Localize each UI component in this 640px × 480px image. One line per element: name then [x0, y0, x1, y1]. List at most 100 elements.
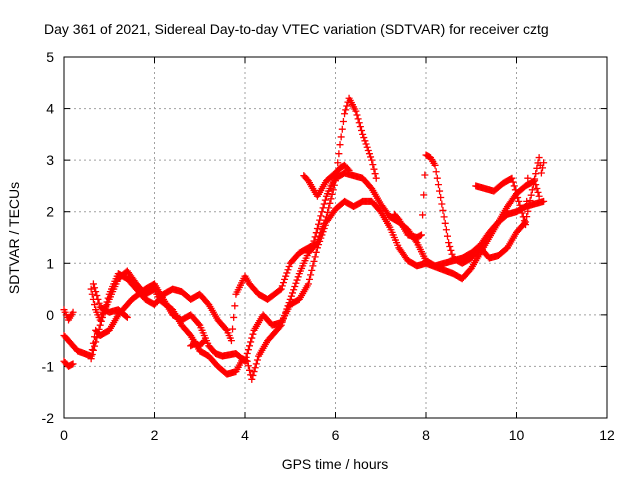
data-point-interp	[222, 325, 230, 333]
data-point	[345, 166, 353, 174]
data-point-interp	[361, 137, 369, 145]
data-point-interp	[370, 165, 378, 173]
data-point-interp	[365, 150, 373, 158]
data-point-interp	[247, 338, 255, 346]
x-tick-label: 6	[332, 427, 340, 443]
data-point-interp	[369, 161, 377, 169]
data-point-interp	[338, 125, 346, 133]
chart-title: Day 361 of 2021, Sidereal Day-to-day VTE…	[44, 21, 549, 37]
data-point-interp	[514, 194, 522, 202]
data-point	[309, 241, 317, 249]
data-point-interp	[283, 269, 291, 277]
data-point-interp	[103, 298, 111, 306]
data-point-interp	[510, 182, 518, 190]
data-point	[431, 161, 439, 169]
data-point-interp	[432, 168, 440, 176]
data-point-interp	[509, 178, 517, 186]
data-point-interp	[249, 371, 257, 379]
data-point	[87, 355, 95, 363]
data-point-interp	[515, 197, 523, 205]
x-tick-label: 10	[509, 427, 525, 443]
data-point-interp	[307, 271, 315, 279]
data-point-interp	[518, 209, 526, 217]
data-point-interp	[447, 246, 455, 254]
data-point-interp	[251, 364, 259, 372]
data-point-interp	[279, 279, 287, 287]
data-point-interp	[289, 289, 297, 297]
data-point-interp	[310, 237, 318, 245]
data-point-interp	[248, 334, 256, 342]
data-point-interp	[310, 257, 318, 265]
y-tick-label: 3	[46, 152, 54, 168]
data-point-interp	[353, 111, 361, 119]
data-point-interp	[355, 119, 363, 127]
data-point-interp	[421, 171, 429, 179]
data-point-interp	[229, 325, 237, 333]
data-point-interp	[287, 292, 295, 300]
data-point-interp	[327, 195, 335, 203]
data-point-interp	[539, 164, 547, 172]
x-axis-label: GPS time / hours	[282, 456, 389, 472]
data-point-interp	[244, 346, 252, 354]
data-point-interp	[519, 213, 527, 221]
data-point-interp	[358, 126, 366, 134]
data-point-interp	[420, 191, 428, 199]
data-point-interp	[362, 140, 370, 148]
y-tick-label: 0	[46, 307, 54, 323]
data-point	[200, 337, 208, 345]
y-tick-label: 1	[46, 255, 54, 271]
x-tick-label: 2	[151, 427, 159, 443]
data-point	[69, 308, 77, 316]
data-point-interp	[305, 275, 313, 283]
data-point	[522, 221, 530, 229]
data-point-interp	[294, 273, 302, 281]
data-point-interp	[253, 356, 261, 364]
data-point-interp	[312, 248, 320, 256]
data-point-interp	[360, 134, 368, 142]
data-point-interp	[531, 175, 539, 183]
data-point-interp	[95, 325, 103, 333]
data-point-interp	[528, 186, 536, 194]
data-point-interp	[339, 117, 347, 125]
data-point-interp	[443, 232, 451, 240]
data-point-interp	[367, 153, 375, 161]
data-point-interp	[317, 234, 325, 242]
data-point-interp	[516, 201, 524, 209]
data-point-interp	[524, 207, 532, 215]
data-point-interp	[335, 150, 343, 158]
data-point	[123, 313, 131, 321]
data-point-interp	[244, 362, 252, 370]
data-point-interp	[276, 286, 284, 294]
data-point-interp	[91, 301, 99, 309]
y-tick-label: -2	[42, 410, 55, 426]
data-point	[372, 174, 380, 182]
data-point-interp	[313, 224, 321, 232]
data-point-interp	[95, 299, 103, 307]
data-point-interp	[320, 224, 328, 232]
data-point	[352, 107, 360, 115]
data-point-interp	[364, 146, 372, 154]
data-point-interp	[343, 102, 351, 110]
data-point-interp	[89, 346, 97, 354]
y-tick-label: -1	[42, 358, 55, 374]
data-point	[248, 375, 256, 383]
x-tick-label: 8	[422, 427, 430, 443]
data-point-interp	[446, 243, 454, 251]
data-point-interp	[363, 143, 371, 151]
data-point-interp	[311, 233, 319, 241]
y-tick-label: 5	[46, 49, 54, 65]
data-point-interp	[93, 334, 101, 342]
data-point-interp	[438, 200, 446, 208]
data-point-interp	[94, 330, 102, 338]
data-point-interp	[104, 294, 112, 302]
data-point-interp	[442, 226, 450, 234]
data-point	[69, 360, 77, 368]
data-point-interp	[520, 217, 528, 225]
data-point	[313, 244, 321, 252]
data-point-interp	[242, 353, 250, 361]
data-point-interp	[98, 313, 106, 321]
data-point-interp	[437, 194, 445, 202]
data-point-interp	[246, 366, 254, 374]
data-point-interp	[441, 219, 449, 227]
